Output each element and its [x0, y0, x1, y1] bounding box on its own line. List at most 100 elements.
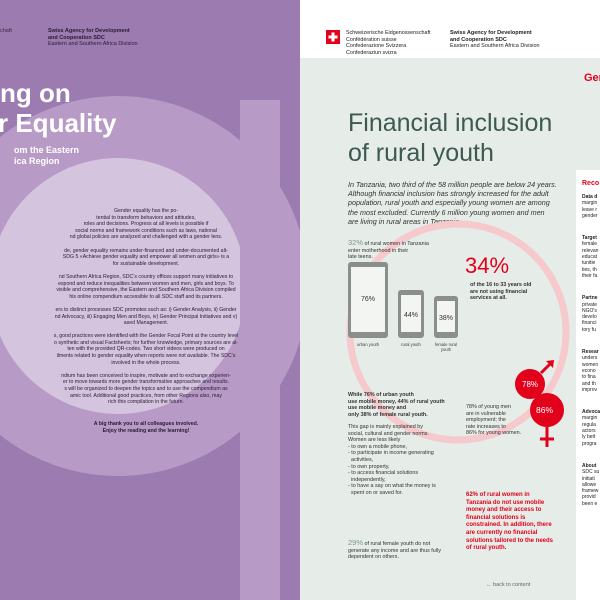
- back-to-content-link[interactable]: ← back to content: [486, 582, 531, 588]
- phone-label-line: rural youth: [401, 342, 421, 347]
- mobile-money-line: only 38% of female rural youth.: [348, 411, 428, 418]
- stat-34-text: of the 16 to 33 years old are not using …: [470, 282, 531, 302]
- recommendation-line: Target: [582, 235, 597, 242]
- stat-62-line: 62% of rural women in: [466, 492, 530, 498]
- vuln-line: are in vulnerable: [466, 410, 506, 417]
- recommendation-line: allowe: [582, 481, 597, 488]
- body-line: er to move towards more gender transform…: [62, 379, 230, 386]
- gap-line: activities,: [348, 456, 374, 463]
- recommendation-line: women: [582, 361, 599, 368]
- gap-line: - to access financial solutions: [348, 470, 419, 477]
- intro-line: In Tanzania, two third of the 58 million…: [348, 180, 557, 189]
- phone-label: female rural youth: [430, 342, 462, 352]
- female-circle: [530, 393, 564, 427]
- body-line: for sustainable development.: [112, 260, 180, 267]
- recommendation-item: Resear unders women econo to fina and th impro…: [582, 349, 600, 393]
- phone-value: 76%: [360, 296, 375, 304]
- body-line: espond and reduce inequalities between w…: [58, 280, 234, 287]
- body-line: ten with the provided QR-codes. Two shor…: [67, 346, 225, 353]
- confederation-names: Schweizerische Eidgenossenschaft Confédé…: [346, 30, 431, 56]
- recommendation-line: provid: [582, 494, 596, 501]
- body-line: s, good practices were identified with t…: [53, 333, 239, 340]
- gap-line: - to own property,: [348, 463, 390, 470]
- body-line: his online compendium accessible to all …: [69, 293, 223, 300]
- intro-line: population, rural youth and especially y…: [348, 198, 550, 208]
- venus-symbol-graphic: [0, 96, 300, 600]
- recommendation-item: About SDC su initiati allowe framew provid bee…: [582, 463, 600, 507]
- closing-line: A big thank you to all colleagues involv…: [93, 421, 199, 427]
- confed-line: Schweizerische Eidgenossenschaft: [346, 30, 431, 36]
- phone-label-line: urban youth: [356, 342, 380, 347]
- intro-line: the most excluded. Currently 6 million y…: [348, 207, 545, 217]
- mobile-money-line: use mobile money and: [348, 405, 407, 412]
- recommendation-line: initiati: [582, 475, 595, 482]
- recommendation-line: their fa: [582, 272, 598, 279]
- agency-division: Eastern and Southern Africa Division: [48, 41, 138, 48]
- gap-line: social, cultural and gender norms.: [348, 430, 429, 437]
- recommendation-line: female: [582, 241, 598, 248]
- title-line: of rural youth: [348, 139, 494, 167]
- body-line: ers to distinct processes SDC promotes s…: [55, 306, 237, 313]
- vuln-line: rate increases to: [466, 423, 506, 430]
- stat-62-line: financial solutions is: [466, 514, 526, 521]
- phone-label-line: female rural: [434, 342, 458, 347]
- recommendation-line: educat: [582, 254, 598, 261]
- stat-29-value: 29%: [348, 538, 364, 547]
- left-agency-block: Swiss Agency for Development and Coopera…: [48, 28, 138, 48]
- left-title-line: ng on: [0, 78, 71, 108]
- body-line: social norms and framework conditions su…: [75, 227, 217, 234]
- recommendation-line: financi: [582, 320, 597, 327]
- phone-value: 38%: [438, 314, 453, 322]
- agency-name-line: Swiss Agency for Development: [450, 30, 532, 36]
- recommendation-line: margin: [582, 415, 598, 422]
- body-line: involved in the whole process.: [111, 359, 181, 366]
- recommendation-line: tunitie: [582, 260, 596, 267]
- stat-62-line: constrained. In addition, there: [466, 522, 552, 529]
- gap-line: - to own a mobile phone,: [348, 443, 408, 450]
- recommendation-line: develo: [582, 314, 597, 321]
- agency-division: Eastern and Southern Africa Division: [450, 43, 540, 50]
- recommendations-sidebar: Reco Data d margin leave r gender Target fema…: [576, 170, 600, 600]
- mobile-money-line: While 76% of urban youth: [348, 392, 414, 398]
- stat-32-value: 32%: [348, 238, 364, 247]
- recommendation-line: relevan: [582, 247, 599, 254]
- recommendation-line: gender: [582, 212, 598, 219]
- left-closing: A big thank you to all colleagues involv…: [0, 421, 292, 434]
- agency-name-line: and Cooperation SDC: [450, 36, 507, 43]
- stat-32-line: enter motherhood in their: [348, 247, 409, 254]
- body-line: ased Management.: [123, 320, 169, 327]
- swiss-flag-icon: [326, 30, 340, 44]
- recommendation-line: actors: [582, 428, 596, 435]
- stat-29-line: dependent on others.: [348, 554, 399, 561]
- gap-line: This gap is mainly explained by: [348, 424, 423, 430]
- section-tab: Gen: [584, 72, 600, 84]
- body-line: [0, 267, 292, 274]
- gap-line: independently,: [348, 476, 386, 483]
- recommendation-line: Advoca: [582, 409, 600, 416]
- body-line: nd Southern Africa Region, SDC’s country…: [58, 273, 234, 280]
- gap-text: This gap is mainly explained by social, c…: [348, 424, 436, 497]
- body-line: [0, 327, 292, 334]
- title-line: Financial inclusion: [348, 109, 553, 137]
- body-line: ndium has been conceived to inspire, mot…: [61, 372, 231, 379]
- male-pct: 78%: [522, 380, 539, 389]
- stat-29-block: 29% of rural female youth do not generat…: [348, 538, 441, 561]
- stat-62-line: money and their access to: [466, 507, 542, 514]
- stat-32-block: 32% of rural women in Tanzania enter mot…: [348, 238, 429, 261]
- recommendation-line: SDC su: [582, 469, 600, 476]
- confed-line: Confederazione Svizzera: [346, 43, 407, 50]
- phone-icon: 38%: [434, 296, 458, 338]
- recommendation-line: to fina: [582, 374, 596, 381]
- mobile-money-line: use mobile money, 44% of rural youth: [348, 398, 445, 405]
- body-line: nd global policies are analyzed and chal…: [69, 234, 223, 241]
- recommendation-line: margin: [582, 200, 598, 207]
- body-line: roles and decisions. Progress at all lev…: [83, 221, 209, 228]
- body-line: [0, 300, 292, 307]
- gap-line: - to have a say on what the money is: [348, 483, 436, 490]
- recommendation-line: unders: [582, 355, 598, 362]
- left-page: chaft Swiss Agency for Development and C…: [0, 0, 300, 600]
- recommendation-line: econo: [582, 367, 596, 374]
- phone-label-line: youth: [440, 347, 452, 352]
- gap-line: - to participate in income generating: [348, 450, 434, 457]
- female-pct: 86%: [536, 405, 554, 415]
